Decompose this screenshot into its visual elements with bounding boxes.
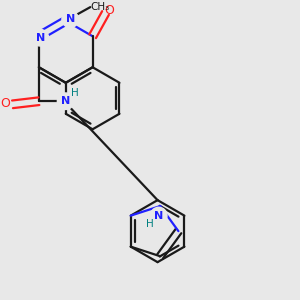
Circle shape [151, 207, 167, 224]
Text: CH₃: CH₃ [90, 2, 109, 11]
Text: H: H [71, 88, 79, 98]
Circle shape [57, 93, 74, 110]
Circle shape [62, 11, 78, 28]
Circle shape [32, 29, 49, 46]
Text: N: N [66, 14, 75, 24]
Text: H: H [146, 219, 154, 230]
Text: N: N [61, 96, 70, 106]
Text: O: O [104, 4, 114, 17]
Text: N: N [36, 33, 45, 43]
Text: N: N [154, 211, 164, 220]
Text: O: O [0, 97, 10, 110]
